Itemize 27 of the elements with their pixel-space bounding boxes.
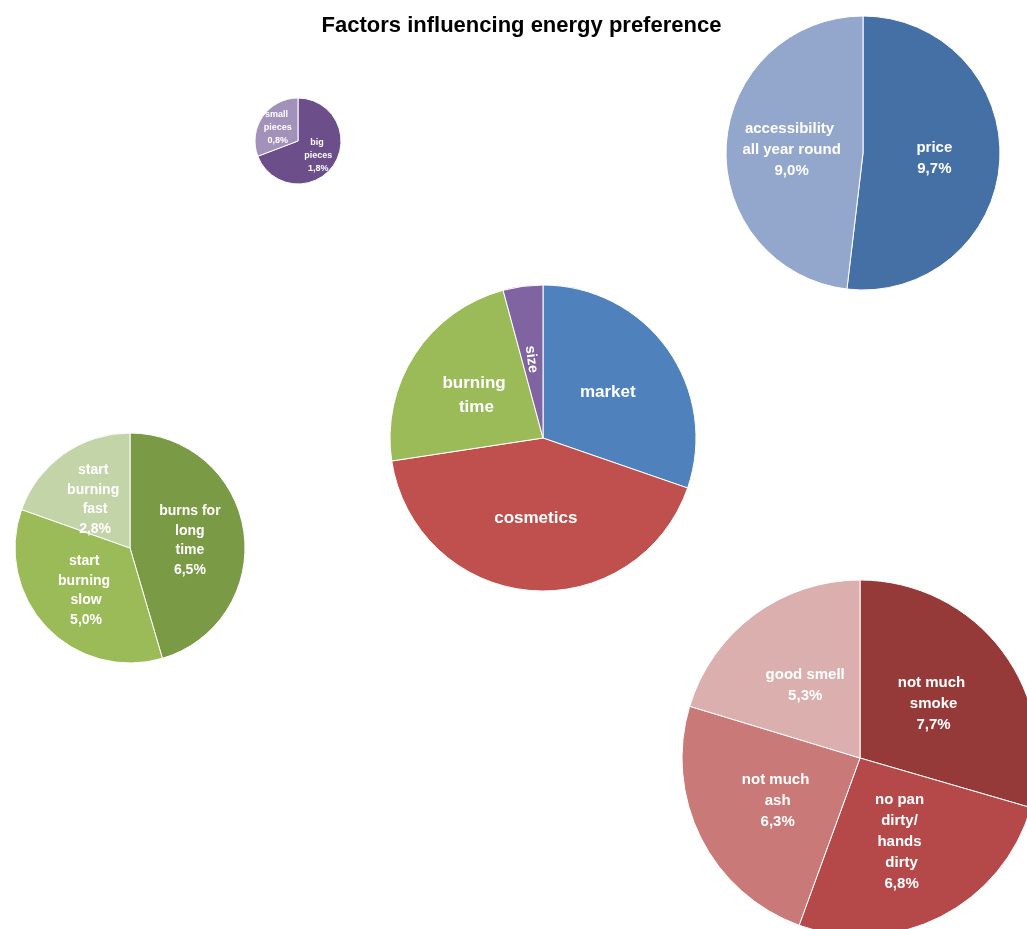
slice-label: size bbox=[522, 344, 543, 374]
slice-label: accessibility all year round bbox=[742, 119, 841, 158]
data-label: 6,5% bbox=[173, 560, 207, 577]
slice-label: no pan dirty/ hands dirty bbox=[874, 789, 929, 870]
slice-label: small pieces bbox=[263, 109, 292, 133]
slice-label: start burning fast bbox=[67, 461, 124, 517]
data-label: 7,7% bbox=[916, 715, 951, 733]
chart-title: Factors influencing energy preference bbox=[321, 11, 722, 37]
slice-label: good smell bbox=[765, 665, 845, 683]
slice-label: cosmetics bbox=[494, 507, 578, 527]
data-label: 1,8% bbox=[307, 162, 329, 173]
data-label: 2,8% bbox=[79, 519, 112, 536]
data-label: 6,8% bbox=[884, 873, 919, 891]
data-label: 6,3% bbox=[760, 811, 795, 829]
slice-label: burns for long time bbox=[159, 501, 222, 558]
slice-label: market bbox=[579, 382, 636, 402]
slice-label: big pieces bbox=[304, 137, 333, 160]
slice-label: start burning slow bbox=[58, 552, 115, 608]
slice-label: not much ash bbox=[741, 769, 814, 808]
data-label: 0,8% bbox=[267, 134, 289, 145]
slice-label: not much smoke bbox=[897, 673, 970, 712]
data-label: 5,0% bbox=[70, 610, 103, 627]
slice-label: burning time bbox=[442, 373, 511, 416]
slice-label: price bbox=[916, 138, 953, 156]
data-label: 9,7% bbox=[917, 159, 952, 177]
data-label: 5,3% bbox=[788, 686, 823, 704]
data-label: 9,0% bbox=[774, 161, 809, 179]
